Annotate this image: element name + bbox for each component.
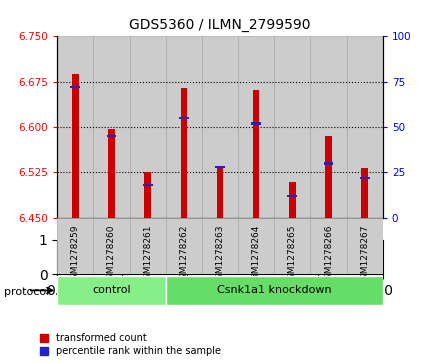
FancyBboxPatch shape <box>93 218 129 274</box>
Bar <box>72 74 79 218</box>
Bar <box>166 36 202 218</box>
Legend: transformed count, percentile rank within the sample: transformed count, percentile rank withi… <box>40 333 220 356</box>
FancyBboxPatch shape <box>347 218 383 274</box>
Bar <box>202 36 238 218</box>
Bar <box>129 36 166 218</box>
Bar <box>179 117 189 119</box>
Text: Csnk1a1 knockdown: Csnk1a1 knockdown <box>217 285 332 295</box>
Text: GSM1278261: GSM1278261 <box>143 225 152 285</box>
Bar <box>251 122 261 125</box>
Bar <box>108 129 115 218</box>
Bar <box>274 36 311 218</box>
Text: GSM1278260: GSM1278260 <box>107 225 116 285</box>
Bar <box>360 177 370 179</box>
Bar <box>311 36 347 218</box>
Bar <box>361 168 368 218</box>
FancyBboxPatch shape <box>57 218 93 274</box>
Text: GSM1278263: GSM1278263 <box>216 225 224 285</box>
FancyBboxPatch shape <box>311 218 347 274</box>
Bar <box>215 166 225 168</box>
Text: control: control <box>92 285 131 295</box>
FancyBboxPatch shape <box>274 218 311 274</box>
Bar <box>180 88 187 218</box>
Bar <box>325 136 332 218</box>
Bar <box>143 184 153 186</box>
Bar <box>347 36 383 218</box>
Bar <box>287 195 297 197</box>
Bar <box>324 162 334 164</box>
Bar <box>253 90 260 218</box>
Bar <box>57 36 93 218</box>
FancyBboxPatch shape <box>166 218 202 274</box>
Text: GSM1278262: GSM1278262 <box>180 225 188 285</box>
Bar <box>144 172 151 218</box>
Bar <box>106 135 116 137</box>
Text: GSM1278259: GSM1278259 <box>71 225 80 285</box>
Bar <box>57 276 166 305</box>
Text: GSM1278265: GSM1278265 <box>288 225 297 285</box>
Text: GSM1278266: GSM1278266 <box>324 225 333 285</box>
FancyBboxPatch shape <box>202 218 238 274</box>
FancyBboxPatch shape <box>129 218 166 274</box>
Text: GSM1278264: GSM1278264 <box>252 225 260 285</box>
Text: protocol: protocol <box>4 287 50 297</box>
Bar <box>217 166 223 218</box>
Bar <box>93 36 129 218</box>
Text: GSM1278267: GSM1278267 <box>360 225 369 285</box>
Bar <box>70 86 80 88</box>
Bar <box>166 276 383 305</box>
FancyBboxPatch shape <box>238 218 274 274</box>
Bar <box>238 36 274 218</box>
Title: GDS5360 / ILMN_2799590: GDS5360 / ILMN_2799590 <box>129 19 311 33</box>
Bar <box>289 182 296 218</box>
